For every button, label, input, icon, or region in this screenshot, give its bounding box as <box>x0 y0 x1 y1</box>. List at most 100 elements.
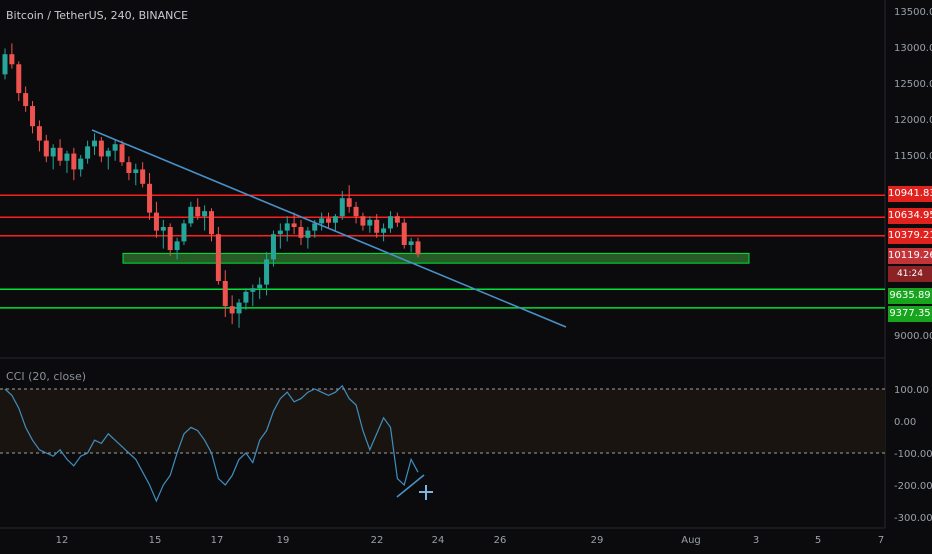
candle-body <box>277 230 283 235</box>
time-tick-label: 22 <box>371 535 384 546</box>
candle-body <box>229 306 235 314</box>
candle-body <box>174 241 180 251</box>
candle-body <box>9 54 15 65</box>
cci-tick-label: -100.00 <box>894 449 932 460</box>
candle-body <box>270 234 276 260</box>
cci-label[interactable]: CCI (20, close) <box>6 370 87 383</box>
candle-body <box>112 144 118 151</box>
trend-line <box>91 129 567 328</box>
time-tick-label: 7 <box>878 535 884 546</box>
candle-body <box>374 219 380 233</box>
candle-body <box>202 211 208 217</box>
price-tag-r3: 10379.21 <box>888 228 932 244</box>
candle-body <box>257 284 263 289</box>
cci-band <box>0 389 885 453</box>
candle-body <box>209 211 214 235</box>
candle-body <box>326 218 332 223</box>
candle-body <box>105 150 111 157</box>
price-tag-s2: 9377.35 <box>888 306 932 322</box>
candle-body <box>215 234 221 281</box>
candle-body <box>284 223 290 231</box>
price-tick-label: 12500.00 <box>894 79 932 90</box>
candle-body <box>153 212 159 231</box>
candle-body <box>140 169 146 184</box>
price-tag-current: 10119.26 <box>888 248 932 264</box>
cci-tick-label: 0.00 <box>894 417 916 428</box>
candle-body <box>78 158 84 170</box>
candle-body <box>91 140 97 147</box>
time-tick-label: 24 <box>432 535 445 546</box>
candle-body <box>57 147 63 161</box>
candle-body <box>387 216 393 229</box>
candle-body <box>236 302 242 314</box>
candle-body <box>16 64 22 94</box>
support-zone <box>122 252 750 264</box>
cci-trend-line <box>396 474 425 498</box>
candle-body <box>360 216 366 226</box>
candle-body <box>415 241 421 255</box>
price-tick-label: 13000.00 <box>894 43 932 54</box>
cci-line <box>4 384 419 503</box>
candle-body <box>408 241 414 245</box>
candle-body <box>126 162 132 173</box>
crosshair-cursor-icon <box>419 485 433 500</box>
candle-body <box>147 183 153 213</box>
time-tick-label: 19 <box>277 535 290 546</box>
candle-body <box>332 216 338 223</box>
candle-body <box>23 93 29 107</box>
time-tick-label: 29 <box>591 535 604 546</box>
candle-body <box>30 106 36 127</box>
time-tick-label: 15 <box>149 535 162 546</box>
candle-body <box>160 227 166 231</box>
candle-body <box>50 147 56 157</box>
candle-body <box>353 206 359 217</box>
time-tick-label: 12 <box>56 535 69 546</box>
candle-body <box>64 153 70 161</box>
time-tick-label: 26 <box>494 535 507 546</box>
candle-body <box>264 259 270 285</box>
candle-body <box>250 288 256 292</box>
candle-body <box>181 223 187 242</box>
cci-tick-label: -200.00 <box>894 481 932 492</box>
candle-body <box>2 54 8 75</box>
candle-body <box>367 219 373 226</box>
cci-tick-label: -300.00 <box>894 513 932 524</box>
candle-body <box>119 144 125 163</box>
candle-body <box>305 230 311 238</box>
candle-body <box>319 218 325 224</box>
price-tick-label: 9000.00 <box>894 331 932 342</box>
candle-body <box>298 227 304 238</box>
price-tag-s1: 9635.89 <box>888 288 932 304</box>
time-tick-label: Aug <box>681 535 701 546</box>
candle-body <box>43 140 49 157</box>
price-tick-label: 13500.00 <box>894 7 932 18</box>
time-tick-label: 3 <box>753 535 759 546</box>
candle-body <box>195 206 201 217</box>
candle-body <box>222 281 228 307</box>
price-tag-r1: 10941.83 <box>888 186 932 202</box>
candle-body <box>85 146 91 159</box>
candle-body <box>98 140 104 157</box>
time-tick-label: 5 <box>815 535 821 546</box>
time-tick-label: 17 <box>211 535 224 546</box>
candle-body <box>339 198 345 217</box>
candle-body <box>71 153 77 170</box>
countdown-tag: 41:24 <box>888 266 932 282</box>
symbol-title[interactable]: Bitcoin / TetherUS, 240, BINANCE <box>6 9 189 22</box>
price-tick-label: 12000.00 <box>894 115 932 126</box>
price-tag-r2: 10634.95 <box>888 208 932 224</box>
price-tick-label: 11500.00 <box>894 151 932 162</box>
candle-body <box>291 223 297 227</box>
candle-body <box>188 206 194 224</box>
candle-body <box>346 198 352 207</box>
cci-tick-label: 100.00 <box>894 385 929 396</box>
candle-body <box>394 216 400 223</box>
candle-body <box>381 228 387 233</box>
candle-body <box>312 223 318 231</box>
candle-body <box>167 227 173 251</box>
candle-body <box>243 291 249 303</box>
candle-body <box>133 169 139 173</box>
candle-body <box>36 126 42 141</box>
